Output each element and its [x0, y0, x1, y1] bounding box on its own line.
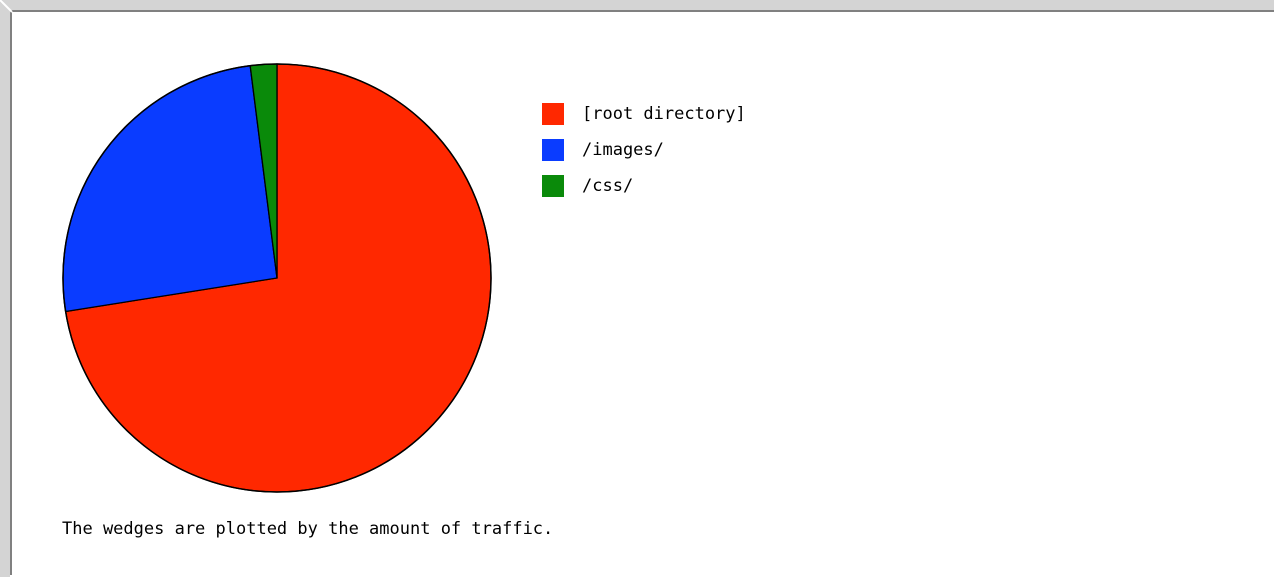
- legend-label-images: /images/: [582, 140, 664, 160]
- legend-label-css: /css/: [582, 176, 634, 196]
- pie-slice-images: [62, 64, 278, 313]
- corner-mark: [0, 0, 13, 13]
- pie-outline: [62, 63, 492, 493]
- legend-item-images: /images/: [542, 132, 746, 168]
- legend-item-css: /css/: [542, 168, 746, 204]
- panel-bottom-edge: [10, 575, 1274, 577]
- legend-item-root-directory: [root directory]: [542, 96, 746, 132]
- legend-swatch-images: [542, 139, 564, 161]
- chart-legend: [root directory] /images/ /css/: [542, 96, 746, 204]
- legend-swatch-css: [542, 175, 564, 197]
- legend-label-root-directory: [root directory]: [582, 104, 746, 124]
- chart-caption: The wedges are plotted by the amount of …: [62, 519, 554, 539]
- legend-swatch-root-directory: [542, 103, 564, 125]
